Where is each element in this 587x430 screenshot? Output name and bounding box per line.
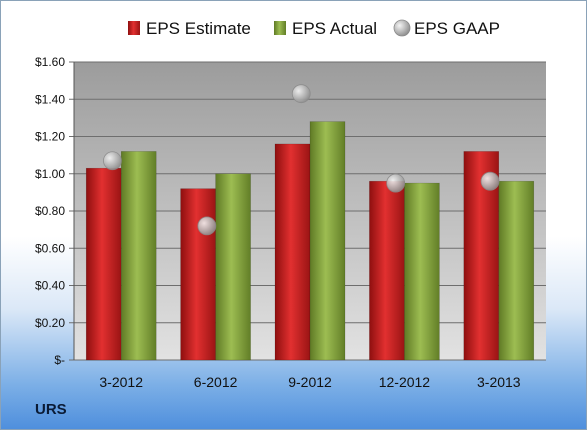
- legend-label: EPS Estimate: [146, 19, 251, 38]
- legend: EPS Estimate EPS Actual EPS GAAP: [128, 19, 500, 38]
- gaap-marker: [291, 84, 311, 104]
- estimate-bar: [369, 180, 405, 361]
- estimate-bar: [85, 167, 122, 361]
- gaap-marker: [480, 171, 500, 191]
- x-tick-label: 12-2012: [379, 374, 431, 390]
- actual-bar: [404, 182, 440, 361]
- x-tick-label: 9-2012: [288, 374, 332, 390]
- legend-label: EPS Actual: [292, 19, 377, 38]
- gaap-markers-group: [103, 84, 500, 236]
- y-tick-label: $1.20: [35, 130, 65, 144]
- gaap-marker: [103, 151, 122, 171]
- actual-bar: [120, 151, 157, 361]
- actual-bar: [309, 121, 346, 361]
- x-tick-label: 3-2013: [477, 374, 521, 390]
- bars-group: [85, 121, 535, 361]
- y-tick-label: $1.40: [35, 92, 65, 106]
- ticker-label: URS: [35, 401, 67, 418]
- x-axis: 3-2012 6-2012 9-2012 12-2012 3-2013: [99, 374, 520, 390]
- estimate-bar-legend-swatch: [128, 21, 140, 35]
- y-tick-label: $1.60: [35, 55, 65, 69]
- gaap-marker: [197, 216, 217, 236]
- gaap-legend-swatch: [393, 19, 411, 37]
- y-tick-label: $0.60: [35, 241, 65, 255]
- y-tick-label: $0.20: [35, 316, 65, 330]
- y-tick-label: $1.00: [35, 167, 65, 181]
- actual-bar-legend-swatch: [274, 21, 286, 35]
- x-tick-label: 6-2012: [194, 374, 238, 390]
- actual-bar: [498, 180, 535, 361]
- estimate-bar: [274, 143, 311, 361]
- x-tick-label: 3-2012: [99, 374, 143, 390]
- estimate-bar: [180, 188, 216, 361]
- y-tick-label: $-: [54, 353, 65, 367]
- y-tick-label: $0.80: [35, 204, 65, 218]
- gaap-marker: [386, 173, 406, 193]
- legend-label: EPS GAAP: [414, 19, 500, 38]
- y-axis: $- $0.20 $0.40 $0.60 $0.80 $1.00 $1.20 $1.40 $1.…: [35, 55, 75, 367]
- actual-bar: [215, 173, 251, 361]
- y-tick-label: $0.40: [35, 279, 65, 293]
